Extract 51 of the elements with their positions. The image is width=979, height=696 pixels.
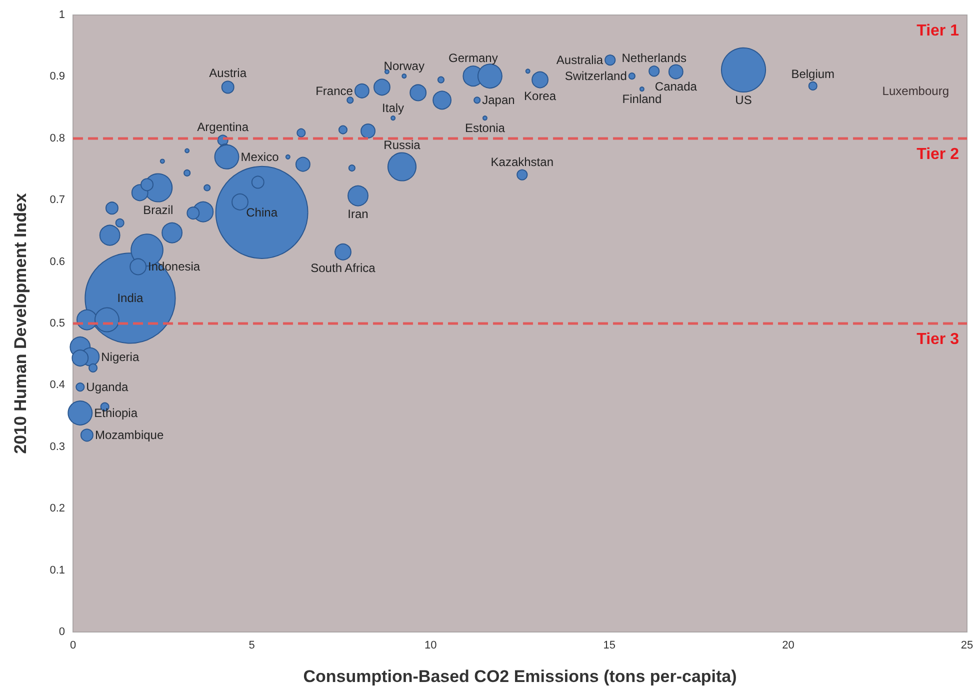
annotation: Japan [482,93,515,108]
band-label: Tier 2 [916,146,960,163]
annotation: Canada [654,80,698,94]
annotation: Argentina [197,120,249,134]
x-tick-label: 10 [424,640,437,652]
annotation: Russia [384,138,421,152]
annotation: Nigeria [101,350,140,364]
annotation: Mexico [240,150,280,164]
y-tick-label: 0.4 [50,379,65,392]
annotation: US [735,92,752,107]
y-tick-label: 0.3 [50,440,65,453]
annotation: Mozambique [94,428,164,442]
x-tick-label: 5 [248,640,255,652]
annotation: China [246,205,278,220]
annotation: Finland [622,92,662,106]
annotation: Uganda [86,380,129,394]
annotation: France [316,84,354,98]
annotation: Korea [524,88,556,103]
x-tick-label: 25 [960,640,974,652]
annotation: India [117,291,144,306]
annotation: Belgium [791,66,835,81]
annotation: Ethiopia [94,406,138,420]
annotation: Netherlands [622,51,686,66]
y-tick-label: 0 [58,626,65,638]
y-tick-label: 1 [58,9,65,21]
annotation: Switzerland [564,69,627,84]
y-tick-label: 0.8 [50,132,65,144]
x-tick-label: 20 [782,640,794,652]
band-label: Tier 3 [916,331,960,348]
y-tick-label: 0.5 [50,318,65,330]
x-axis-title: Consumption-Based CO2 Emissions (tons per-capita) [303,667,737,686]
annotation: Estonia [464,121,506,136]
x-tick-label: 15 [603,640,616,652]
annotation: Kazakhstan [490,154,554,169]
annotation: Luxembourg [882,84,950,98]
annotation: Iran [348,206,368,221]
annotation: Germany [448,51,498,66]
annotation: South Africa [310,260,376,275]
y-tick-label: 0.7 [50,194,65,206]
y-tick-label: 0.6 [50,256,65,268]
annotation: Brazil [143,202,174,217]
annotation: Austria [209,66,247,80]
x-tick-label: 0 [70,640,76,652]
annotation: Italy [382,101,404,116]
y-axis-title: 2010 Human Development Index [11,192,30,454]
y-tick-label: 0.1 [50,564,65,576]
band-label: Tier 1 [916,22,960,40]
annotation: Australia [556,53,604,68]
annotation: Norway [384,59,424,74]
y-tick-label: 0.9 [50,70,65,83]
y-tick-label: 0.2 [50,502,65,515]
